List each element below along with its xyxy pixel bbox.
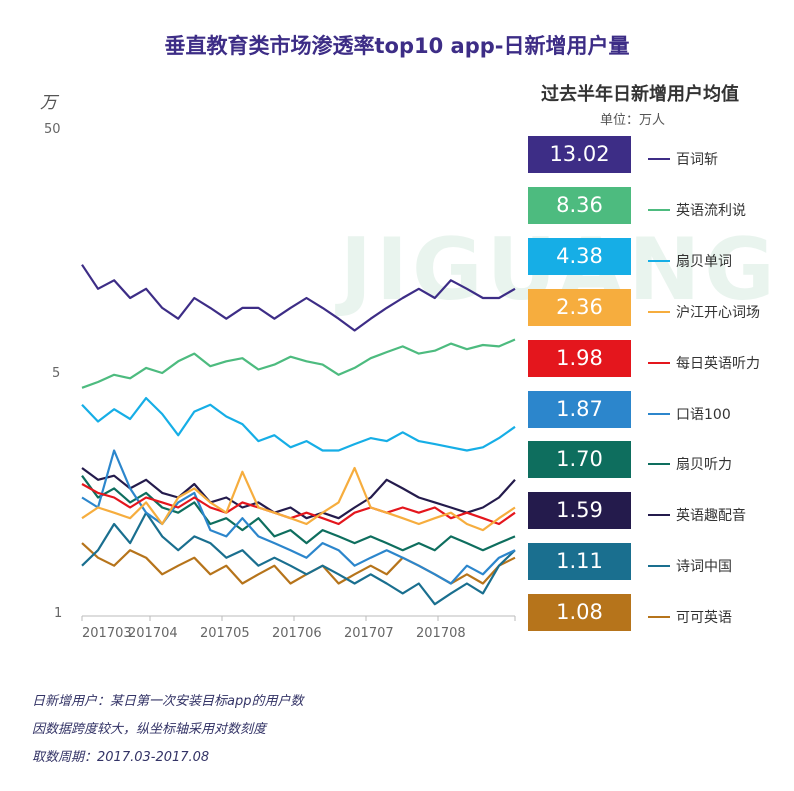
series-line-8 [81,511,516,606]
x-tick-2: 201705 [200,626,250,641]
legend-value-5: 1.87 [528,390,631,428]
series-line-4 [81,483,516,526]
note-period: 取数周期：2017.03-2017.08 [32,750,210,765]
legend-value-3: 2.36 [528,288,631,326]
legend-swatch-1 [648,208,670,211]
legend-value-4: 1.98 [528,339,631,377]
legend-label-8: 诗词中国 [676,559,732,576]
legend-value-7: 1.59 [528,492,631,530]
series-line-9 [81,542,516,585]
legend-swatch-0 [648,158,670,160]
unit-label: 单位：万人 [600,113,666,128]
legend-label-2: 扇贝单词 [676,253,732,270]
series-line-5 [81,449,516,585]
legend-label-7: 英语趣配音 [676,508,746,525]
x-tick-3: 201706 [272,626,322,641]
x-tick-0: 201703 [82,626,132,641]
legend-label-3: 沪江开心词场 [676,304,760,321]
legend-label-1: 英语流利说 [676,202,746,219]
series-line-1 [81,338,516,389]
x-tick-4: 201707 [344,626,394,641]
y-axis-title: 万 [40,93,57,113]
legend-swatch-5 [648,412,670,415]
legend-swatch-4 [648,361,670,364]
legend-value-0: 13.02 [528,136,631,173]
legend-label-9: 可可英语 [676,610,732,627]
legend-title: 过去半年日新增用户均值 [541,84,739,105]
x-tick-5: 201708 [416,626,466,641]
legend-label-4: 每日英语听力 [676,355,760,372]
legend-swatch-9 [648,616,670,619]
legend-swatch-8 [648,565,670,568]
legend-value-8: 1.11 [528,543,631,581]
legend-value-9: 1.08 [528,594,631,632]
y-tick-1: 1 [54,606,63,621]
y-tick-50: 50 [44,122,61,137]
legend-value-2: 4.38 [528,237,631,275]
legend-swatch-2 [648,259,670,262]
y-tick-5: 5 [52,366,61,381]
legend-swatch-7 [648,514,670,517]
legend-label-0: 百词斩 [676,152,718,168]
legend-label-5: 口语100 [676,406,731,423]
note-definition: 日新增用户：某日第一次安装目标app的用户数 [32,694,304,709]
series-line-0 [81,264,516,332]
series-line-2 [81,397,516,452]
x-tick-1: 201704 [128,626,178,641]
legend-value-6: 1.70 [528,441,631,479]
series-line-7 [81,467,516,520]
legend-swatch-3 [648,310,670,313]
series-line-3 [81,466,516,532]
legend-swatch-6 [648,463,670,466]
note-log-scale: 因数据跨度较大，纵坐标轴采用对数刻度 [32,722,267,737]
chart-title: 垂直教育类市场渗透率top10 app-日新增用户量 [164,34,630,58]
legend-label-6: 扇贝听力 [676,457,732,474]
legend-value-1: 8.36 [528,186,631,224]
